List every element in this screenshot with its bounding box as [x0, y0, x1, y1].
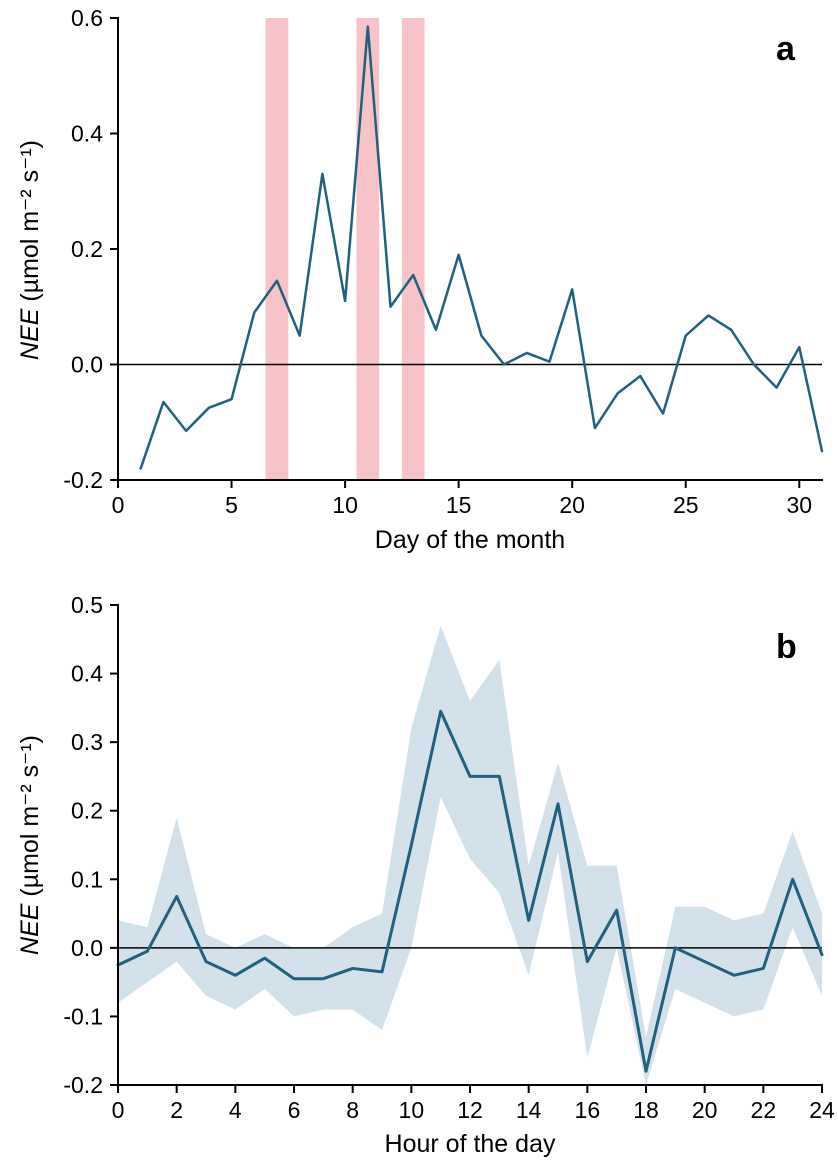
panel-b-letter: b — [776, 628, 797, 666]
svg-text:4: 4 — [229, 1097, 242, 1123]
svg-text:24: 24 — [809, 1097, 835, 1123]
svg-text:6: 6 — [288, 1097, 301, 1123]
panel-b-y-axis-label: NEE (µmol m⁻² s⁻¹) — [15, 735, 45, 955]
svg-text:30: 30 — [786, 492, 812, 518]
svg-text:0: 0 — [112, 1097, 125, 1123]
svg-text:0.0: 0.0 — [71, 935, 103, 961]
svg-text:8: 8 — [346, 1097, 359, 1123]
svg-text:20: 20 — [559, 492, 585, 518]
svg-text:-0.2: -0.2 — [63, 1072, 103, 1098]
panel-b: 0 2 4 6 8 10 12 14 16 18 20 22 24 -0.2 -0.1 0.0 0.1 0.2 0.… — [0, 590, 838, 1174]
svg-text:14: 14 — [516, 1097, 542, 1123]
svg-text:0.2: 0.2 — [71, 236, 103, 262]
panel-a-chart: 0 5 10 15 20 25 30 -0.2 0.0 0.2 0.4 0.6 — [63, 5, 824, 518]
svg-text:0.4: 0.4 — [71, 121, 103, 147]
panel-b-ylabel-units: (µmol m⁻² s⁻¹) — [16, 735, 44, 904]
svg-text:0.4: 0.4 — [71, 661, 103, 687]
svg-text:0.6: 0.6 — [71, 5, 103, 31]
svg-text:22: 22 — [751, 1097, 777, 1123]
svg-text:0.2: 0.2 — [71, 798, 103, 824]
svg-text:0.5: 0.5 — [71, 592, 103, 618]
svg-text:18: 18 — [633, 1097, 659, 1123]
panel-a-ylabel-units: (µmol m⁻² s⁻¹) — [16, 140, 44, 309]
svg-text:0: 0 — [112, 492, 125, 518]
svg-text:2: 2 — [170, 1097, 183, 1123]
panel-a-x-axis-label: Day of the month — [374, 526, 566, 554]
svg-text:12: 12 — [457, 1097, 483, 1123]
svg-text:15: 15 — [446, 492, 472, 518]
svg-text:10: 10 — [399, 1097, 425, 1123]
svg-text:-0.2: -0.2 — [63, 467, 103, 493]
svg-text:0.3: 0.3 — [71, 729, 103, 755]
panel-a-letter: a — [776, 30, 795, 68]
svg-text:-0.1: -0.1 — [63, 1003, 103, 1029]
svg-text:10: 10 — [332, 492, 358, 518]
svg-text:20: 20 — [692, 1097, 718, 1123]
panel-a: 0 5 10 15 20 25 30 -0.2 0.0 0.2 0.4 0.6 NEE (µmol m… — [15, 5, 824, 554]
panel-b-ylabel-nee: NEE — [16, 903, 44, 955]
svg-text:0.0: 0.0 — [71, 352, 103, 378]
panel-a-ylabel-nee: NEE — [16, 308, 44, 360]
panel-a-y-axis-label: NEE (µmol m⁻² s⁻¹) — [15, 140, 45, 360]
svg-text:25: 25 — [673, 492, 699, 518]
panel-b-chart: 0 2 4 6 8 10 12 14 16 18 20 22 24-0.2-0.10.00.10.20.… — [63, 592, 835, 1123]
svg-text:5: 5 — [225, 492, 238, 518]
panel-b-x-axis-label: Hour of the day — [384, 1130, 556, 1158]
svg-text:16: 16 — [575, 1097, 601, 1123]
svg-text:0.1: 0.1 — [71, 866, 103, 892]
